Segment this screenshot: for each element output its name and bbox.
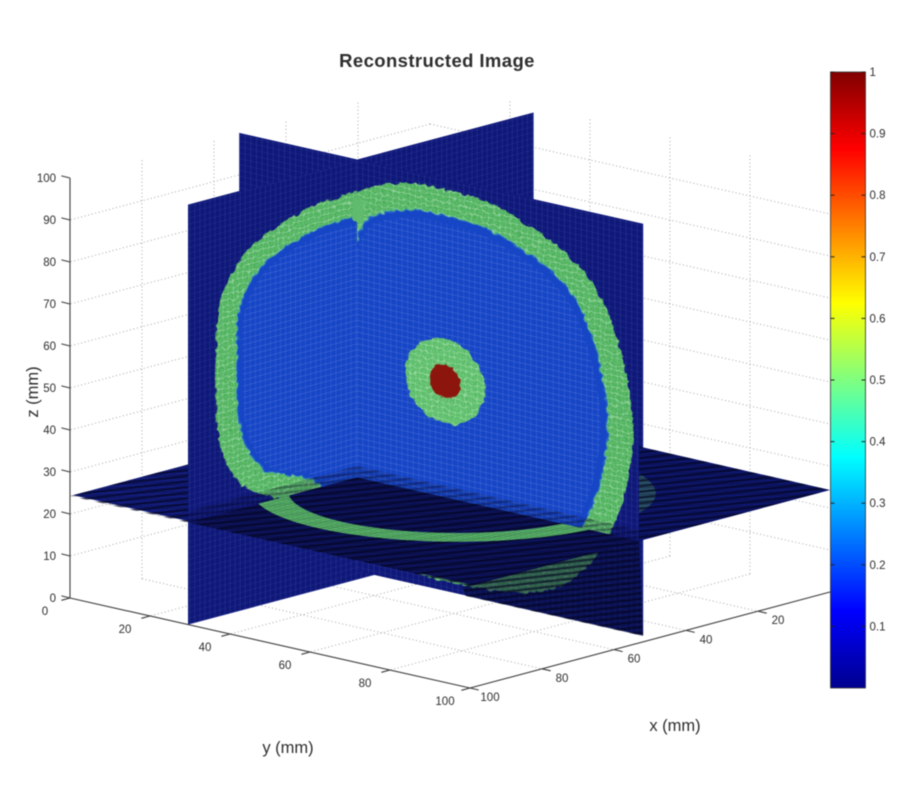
svg-text:0.2: 0.2 <box>870 560 886 572</box>
svg-text:80: 80 <box>556 673 569 685</box>
svg-text:20: 20 <box>43 509 56 521</box>
svg-text:10: 10 <box>43 551 56 563</box>
svg-text:0: 0 <box>42 606 48 618</box>
svg-text:0.4: 0.4 <box>870 437 887 449</box>
svg-text:60: 60 <box>43 341 56 353</box>
svg-text:y (mm): y (mm) <box>262 739 313 757</box>
svg-text:0.7: 0.7 <box>870 252 886 264</box>
svg-text:20: 20 <box>772 615 785 627</box>
svg-text:30: 30 <box>43 467 56 479</box>
svg-text:x (mm): x (mm) <box>649 717 700 735</box>
svg-text:40: 40 <box>199 642 212 654</box>
svg-text:40: 40 <box>700 634 713 646</box>
svg-text:0: 0 <box>50 593 56 605</box>
svg-text:40: 40 <box>43 425 56 437</box>
svg-text:0.1: 0.1 <box>870 621 886 633</box>
svg-text:70: 70 <box>43 299 56 311</box>
svg-text:50: 50 <box>43 383 56 395</box>
svg-text:0.6: 0.6 <box>870 313 886 325</box>
svg-text:1: 1 <box>870 67 876 79</box>
svg-text:0.5: 0.5 <box>870 375 886 387</box>
svg-text:90: 90 <box>43 215 56 227</box>
svg-text:60: 60 <box>628 654 641 666</box>
svg-text:80: 80 <box>43 257 56 269</box>
svg-text:100: 100 <box>37 173 56 185</box>
svg-text:0.9: 0.9 <box>870 129 886 141</box>
svg-text:60: 60 <box>279 660 292 672</box>
svg-text:20: 20 <box>119 624 132 636</box>
svg-text:80: 80 <box>359 678 372 690</box>
svg-text:100: 100 <box>480 692 499 704</box>
svg-text:0.8: 0.8 <box>870 190 886 202</box>
svg-text:Reconstructed Image: Reconstructed Image <box>339 50 535 71</box>
svg-text:100: 100 <box>435 696 454 708</box>
svg-text:0.3: 0.3 <box>870 498 886 510</box>
svg-text:z (mm): z (mm) <box>24 366 42 417</box>
